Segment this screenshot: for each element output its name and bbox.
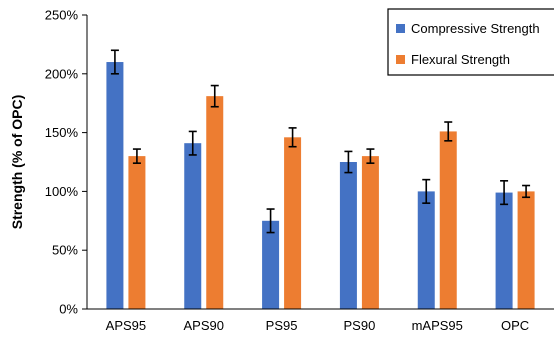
y-tick-label: 200% [45,66,79,81]
legend: Compressive Strength Flexural Strength [387,8,554,76]
x-tick-label: OPC [501,318,529,333]
legend-box [387,8,554,76]
y-tick-label: 250% [45,8,79,23]
error-bar [266,208,275,234]
error-bars [110,49,531,234]
bar-compressive-maps95 [417,191,435,309]
x-axis-ticks: APS95 APS90 PS95 PS90 mAPS95 OPC [106,318,529,333]
x-tick-label: APS95 [106,318,146,333]
error-bar [522,184,531,199]
bar-flexural-opc [517,191,535,309]
error-bar [344,150,353,174]
x-tick-label: PS90 [344,318,376,333]
error-bar [132,148,141,164]
bars [106,62,535,309]
error-bar [210,84,219,108]
bar-compressive-ps90 [339,162,357,309]
bar-flexural-ps90 [361,156,379,309]
y-axis-ticks: 0% 50% 100% 150% 200% 250% [45,8,87,317]
bar-flexural-ps95 [284,137,302,309]
bar-compressive-aps95 [106,62,124,309]
error-bar [500,180,509,206]
x-tick-label: APS90 [184,318,224,333]
bar-compressive-opc [495,192,513,309]
x-tick-label: PS95 [266,318,298,333]
bar-flexural-maps95 [439,131,457,309]
legend-label-flexural: Flexural Strength [411,52,510,67]
legend-swatch-compressive [396,24,405,33]
bar-flexural-aps95 [128,156,146,309]
y-tick-label: 50% [52,243,78,258]
legend-swatch-flexural [396,55,405,64]
y-tick-label: 0% [59,302,78,317]
y-tick-label: 150% [45,125,79,140]
error-bar [188,130,197,156]
y-axis-label: Strength (% of OPC) [9,95,25,230]
y-tick-label: 100% [45,184,79,199]
x-tick-label: mAPS95 [412,318,463,333]
bar-flexural-aps90 [206,96,224,309]
error-bar [444,121,453,142]
legend-label-compressive: Compressive Strength [411,21,540,36]
bar-compressive-ps95 [262,220,280,309]
error-bar [110,49,119,75]
bar-compressive-aps90 [184,143,202,309]
error-bar [366,148,375,164]
error-bar [288,127,297,148]
error-bar [422,178,431,204]
